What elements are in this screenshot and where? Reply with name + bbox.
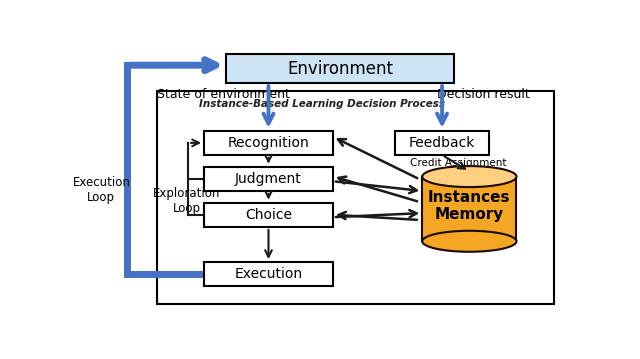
Text: Exploration
Loop: Exploration Loop xyxy=(153,187,220,215)
Text: Execution
Loop: Execution Loop xyxy=(72,176,131,204)
Text: Choice: Choice xyxy=(245,208,292,222)
Bar xyxy=(422,177,516,241)
Bar xyxy=(157,92,554,304)
Bar xyxy=(204,202,333,227)
Bar xyxy=(204,262,333,286)
Ellipse shape xyxy=(422,231,516,252)
Text: Environment: Environment xyxy=(287,60,394,78)
Bar xyxy=(227,54,454,83)
Text: Credit Assignment: Credit Assignment xyxy=(410,158,506,168)
Text: Judgment: Judgment xyxy=(235,172,302,186)
Text: Decision result: Decision result xyxy=(437,88,530,101)
Text: Instances
Memory: Instances Memory xyxy=(428,190,511,222)
Ellipse shape xyxy=(422,166,516,187)
Bar xyxy=(395,131,489,155)
Text: Recognition: Recognition xyxy=(228,136,309,150)
Bar xyxy=(204,167,333,191)
Text: State of environment: State of environment xyxy=(157,88,290,101)
Text: Feedback: Feedback xyxy=(409,136,476,150)
Text: Instance-Based Learning Decision Process: Instance-Based Learning Decision Process xyxy=(199,99,445,109)
Text: Execution: Execution xyxy=(234,267,303,281)
Bar xyxy=(204,131,333,155)
